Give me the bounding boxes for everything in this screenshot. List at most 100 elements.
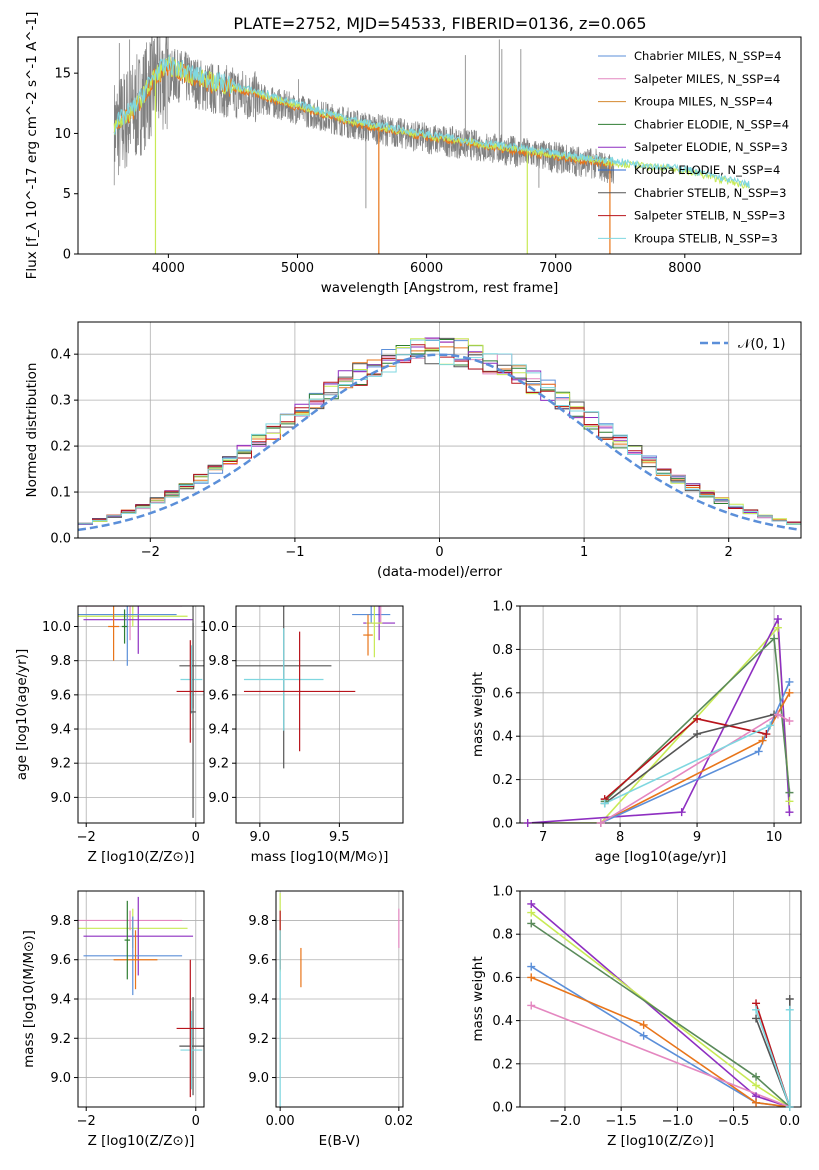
data-point-marker xyxy=(693,730,702,739)
series-line xyxy=(530,976,790,1107)
tick-label-x: 8000 xyxy=(668,261,701,276)
tick-label-x: 0 xyxy=(435,545,443,560)
x-axis-label: (data-model)/error xyxy=(377,564,503,580)
legend-label: Salpeter STELIB, N_SSP=3 xyxy=(634,209,785,223)
data-point-marker xyxy=(639,1020,648,1029)
tick-label-y: 10.0 xyxy=(42,620,71,635)
legend-label: Chabrier ELODIE, N_SSP=4 xyxy=(634,117,789,131)
data-point-marker xyxy=(773,615,782,624)
tick-label-x: 0.00 xyxy=(266,1114,295,1129)
x-axis-label: E(B-V) xyxy=(319,1133,361,1149)
tick-label-y: 9.4 xyxy=(50,993,71,1008)
tick-label-y: 0.2 xyxy=(492,1057,513,1072)
tick-label-y: 9.2 xyxy=(50,1032,71,1047)
tick-label-y: 0.6 xyxy=(492,971,513,986)
legend-label: Salpeter ELODIE, N_SSP=3 xyxy=(634,140,788,154)
y-axis-label: mass weight xyxy=(470,672,486,757)
chart-weight-vs-age: 7 8 9 10 0.0 0.2 0.4 0.6 0.8 1.0 age [log10(age/yr… xyxy=(470,600,802,865)
tick-label-y: 5 xyxy=(63,187,71,202)
plot-area-age-vs-Z xyxy=(78,606,204,818)
y-axis-label: Flux [f_λ 10^-17 erg cm^-2 s^-1 A^-1] xyxy=(24,12,40,280)
tick-label-x: 9 xyxy=(693,830,701,845)
legend-label: 𝒩(0, 1) xyxy=(738,337,785,352)
series-line xyxy=(600,692,791,823)
tick-label-y: 0.8 xyxy=(492,928,513,943)
figure-title: PLATE=2752, MJD=54533, FIBERID=0136, z=0… xyxy=(233,14,646,33)
chart-age-vs-mass: 9.0 9.5 9.0 9.2 9.4 9.6 9.8 10.0 mass [log10(M/M… xyxy=(200,605,404,865)
tick-label-x: −1.0 xyxy=(662,1114,694,1129)
series-line xyxy=(530,911,791,1107)
chart-weight-vs-Z: −2.0 −1.5 −1.0 −0.5 0.0 0.0 0.2 0.4 0.6 0.8 1.0 Z [… xyxy=(470,885,802,1149)
data-point-marker xyxy=(773,623,782,632)
plot-area-mass-vs-ebv xyxy=(279,892,400,1107)
tick-label-x: 6000 xyxy=(410,261,443,276)
data-point-marker xyxy=(527,899,536,908)
x-axis-label: mass [log10(M/M⊙)] xyxy=(251,849,389,865)
tick-label-x: −2 xyxy=(141,545,160,560)
tick-label-y: 1.0 xyxy=(492,885,513,900)
tick-label-x: 5000 xyxy=(281,261,314,276)
tick-label-x: −1 xyxy=(285,545,304,560)
data-point-marker xyxy=(600,799,609,808)
tick-label-y: 9.4 xyxy=(208,723,229,738)
normal-curve xyxy=(78,353,801,532)
y-axis-label: mass weight xyxy=(470,956,486,1041)
y-axis-label: age [log10(age/yr)] xyxy=(14,649,30,781)
x-axis-label: Z [log10(Z/Z⊙)] xyxy=(88,849,195,865)
chart-mass-vs-Z: −2 0 9.0 9.2 9.4 9.6 9.8 Z [log10(Z/Z⊙)] mass [l… xyxy=(21,890,205,1149)
data-point-marker xyxy=(752,1014,761,1023)
tick-label-x: 7 xyxy=(539,830,547,845)
data-point-marker xyxy=(527,962,536,971)
tick-label-y: 10.0 xyxy=(200,620,229,635)
tick-label-y: 0.4 xyxy=(492,730,513,745)
tick-label-x: 0 xyxy=(192,1114,200,1129)
x-axis-label: Z [log10(Z/Z⊙)] xyxy=(607,1133,714,1149)
data-point-marker xyxy=(527,973,536,982)
series-line xyxy=(530,1004,791,1107)
x-axis-label: Z [log10(Z/Z⊙)] xyxy=(88,1133,195,1149)
legend-label: Chabrier STELIB, N_SSP=3 xyxy=(634,186,786,200)
tick-label-y: 9.0 xyxy=(248,1071,269,1086)
tick-label-y: 0.0 xyxy=(492,817,513,832)
plot-area-residuals xyxy=(78,337,801,532)
histogram-step xyxy=(78,339,801,525)
legend-label: Kroupa MILES, N_SSP=4 xyxy=(634,95,773,109)
y-axis-label: Normed distribution xyxy=(24,363,40,498)
tick-label-x: 0.02 xyxy=(384,1114,413,1129)
tick-label-y: 0.4 xyxy=(492,1014,513,1029)
data-point-marker xyxy=(766,721,775,730)
data-point-marker xyxy=(785,1103,794,1111)
data-point-marker xyxy=(785,995,794,1003)
tick-label-x: 9.5 xyxy=(329,830,350,845)
tick-label-y: 9.8 xyxy=(208,654,229,669)
data-point-marker xyxy=(773,710,782,719)
data-point-marker xyxy=(639,1031,648,1040)
tick-label-y: 0.0 xyxy=(50,532,71,547)
tick-label-y: 9.8 xyxy=(50,654,71,669)
tick-label-x: 9.0 xyxy=(250,830,271,845)
tick-label-y: 0.2 xyxy=(50,440,71,455)
tick-label-y: 9.6 xyxy=(248,953,269,968)
tick-label-x: 4000 xyxy=(152,261,185,276)
tick-label-y: 9.4 xyxy=(248,993,269,1008)
plot-area-spectrum xyxy=(113,37,750,254)
legend-label: Kroupa ELODIE, N_SSP=4 xyxy=(634,163,780,177)
data-point-marker xyxy=(785,717,794,726)
data-point-marker xyxy=(785,808,794,817)
data-point-marker xyxy=(785,677,794,686)
series-line xyxy=(600,681,791,823)
tick-label-y: 9.2 xyxy=(50,757,71,772)
data-point-marker xyxy=(596,819,605,827)
axes-frame xyxy=(519,605,802,824)
chart-spectrum: 4000 5000 6000 7000 8000 0 5 10 15 wavelength [An… xyxy=(24,12,802,296)
legend-label: Chabrier MILES, N_SSP=4 xyxy=(634,49,781,63)
tick-label-y: 15 xyxy=(54,67,71,82)
tick-label-y: 0.6 xyxy=(492,686,513,701)
tick-label-x: 2 xyxy=(725,545,733,560)
series-line xyxy=(755,1009,791,1107)
tick-label-y: 0.1 xyxy=(50,486,71,501)
tick-label-y: 9.0 xyxy=(208,791,229,806)
tick-label-x: 8 xyxy=(616,830,624,845)
tick-label-y: 9.8 xyxy=(50,914,71,929)
tick-label-y: 0.3 xyxy=(50,394,71,409)
